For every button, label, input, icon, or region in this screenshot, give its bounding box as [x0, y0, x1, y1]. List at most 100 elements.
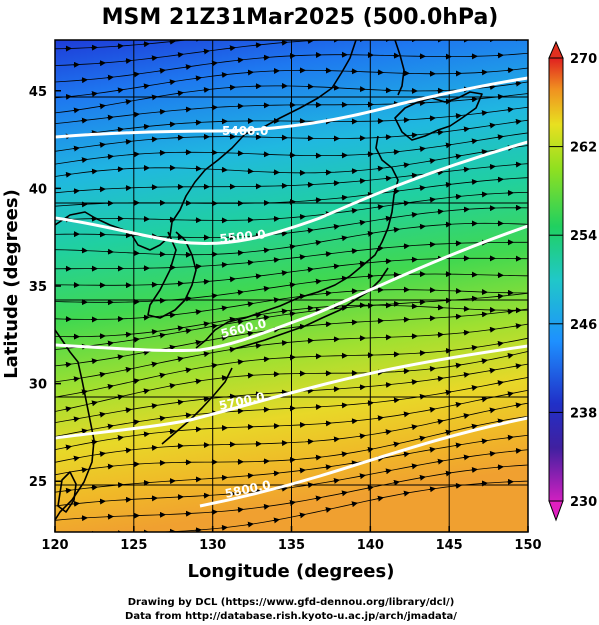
colorbar-tick-label: 230: [570, 495, 597, 510]
streamline-arrow: [376, 415, 384, 422]
streamline-arrow: [254, 273, 262, 280]
streamline-arrow: [80, 467, 88, 474]
streamline-arrow: [168, 312, 176, 319]
streamline-arrow: [384, 175, 392, 182]
streamline-arrow: [90, 484, 98, 491]
streamline-arrow: [340, 490, 348, 497]
streamline-arrow: [436, 458, 444, 465]
streamline-arrow: [228, 45, 236, 52]
streamline-arrow: [90, 168, 98, 175]
streamline-arrow: [514, 118, 522, 125]
streamline-arrow: [142, 123, 150, 130]
streamline-arrow: [332, 223, 340, 230]
y-tick-label: 35: [29, 280, 47, 295]
contour-5700: [55, 344, 528, 440]
streamline-arrow: [150, 403, 158, 410]
streamline-arrow: [462, 371, 470, 378]
streamline-arrow: [462, 413, 470, 419]
streamline-arrow: [496, 380, 504, 387]
streamline-arrow: [176, 51, 184, 58]
x-tick-label: 135: [278, 538, 305, 553]
credit-data-source: Data from http://database.rish.kyoto-u.a…: [125, 611, 457, 622]
streamline-arrow: [392, 188, 400, 195]
coastlines: [55, 40, 483, 521]
streamline-arrow: [64, 444, 72, 451]
streamline-arrow: [280, 308, 288, 315]
streamline-arrow: [436, 208, 444, 215]
streamline-arrow: [314, 495, 322, 502]
streamline-arrow: [444, 181, 452, 188]
streamline-arrow: [202, 396, 210, 403]
colorbar-tick-label: 262: [570, 141, 597, 156]
streamline-arrow: [496, 293, 504, 300]
streamline-arrow: [506, 106, 514, 113]
streamline-arrow: [246, 330, 254, 337]
streamline-arrow: [480, 438, 488, 445]
streamline-arrow: [358, 473, 366, 480]
streamline-arrow: [332, 263, 340, 270]
streamline-arrow: [514, 363, 522, 370]
streamline-arrow: [462, 126, 470, 133]
streamline-arrow: [221, 35, 227, 36]
streamline: [151, 480, 528, 532]
streamline-arrow: [506, 434, 514, 441]
streamline-arrow: [236, 359, 244, 366]
streamline-arrow: [72, 145, 80, 152]
streamline-arrow: [402, 490, 410, 497]
streamline-arrow: [228, 276, 236, 283]
streamline-arrow: [176, 325, 184, 332]
streamline-arrow: [124, 407, 132, 414]
streamline-arrow: [350, 501, 358, 508]
streamline-arrow: [298, 467, 306, 474]
streamline-arrow: [220, 334, 228, 341]
streamline-arrow: [306, 305, 314, 312]
streamline-arrow: [194, 339, 202, 346]
streamline-arrow: [402, 451, 410, 458]
streamline-arrow: [488, 326, 496, 333]
streamline-arrow: [72, 455, 80, 462]
streamline-arrow: [454, 153, 462, 160]
streamline-arrow: [168, 40, 176, 45]
streamline-arrow: [428, 406, 436, 413]
streamline-arrow: [142, 431, 150, 438]
streamline-arrow: [428, 486, 436, 493]
map-title: MSM 21Z31Mar2025 (500.0hPa): [102, 5, 499, 30]
x-axis-ticks: 120 125 130 135 140 145 150: [41, 526, 542, 553]
streamline-arrow: [298, 512, 306, 519]
streamline-arrow: [436, 375, 444, 382]
streamline-arrow: [454, 193, 462, 200]
y-tick-label: 45: [29, 85, 47, 100]
streamline-arrow: [340, 451, 348, 458]
streamline-arrow: [410, 463, 418, 470]
streamline-arrow: [418, 474, 426, 481]
streamline-arrow: [116, 435, 124, 441]
streamline-arrow: [358, 219, 366, 226]
streamline-arrow: [376, 204, 384, 211]
streamline-arrow: [428, 158, 436, 164]
streamline-arrow: [488, 450, 496, 457]
streamline-arrow: [262, 285, 270, 292]
streamline-arrow: [306, 227, 314, 234]
streamline-arrow: [384, 429, 392, 436]
streamline-arrow: [454, 362, 462, 369]
streamline-arrow: [298, 213, 306, 220]
streamline-arrow: [142, 388, 150, 395]
coastline-hokkaido: [394, 91, 483, 141]
streamline-arrow: [116, 354, 124, 361]
streamline-arrow: [514, 447, 522, 454]
streamline-arrow: [142, 349, 150, 356]
streamline-arrow: [98, 141, 106, 148]
streamline-arrow: [168, 79, 176, 86]
streamline-arrow: [496, 134, 504, 141]
colorbar-tick-label: 246: [570, 318, 597, 333]
streamline-arrow: [402, 411, 410, 418]
geopotential-contours: [55, 76, 528, 508]
streamline-arrow: [106, 423, 114, 430]
coastline-taiwan: [57, 471, 77, 513]
streamline-arrow: [64, 406, 72, 413]
streamline-arrow: [470, 423, 478, 430]
streamline-arrow: [124, 98, 132, 105]
streamline-arrow: [376, 495, 384, 502]
streamline: [55, 40, 190, 50]
streamline-arrow: [480, 358, 488, 365]
